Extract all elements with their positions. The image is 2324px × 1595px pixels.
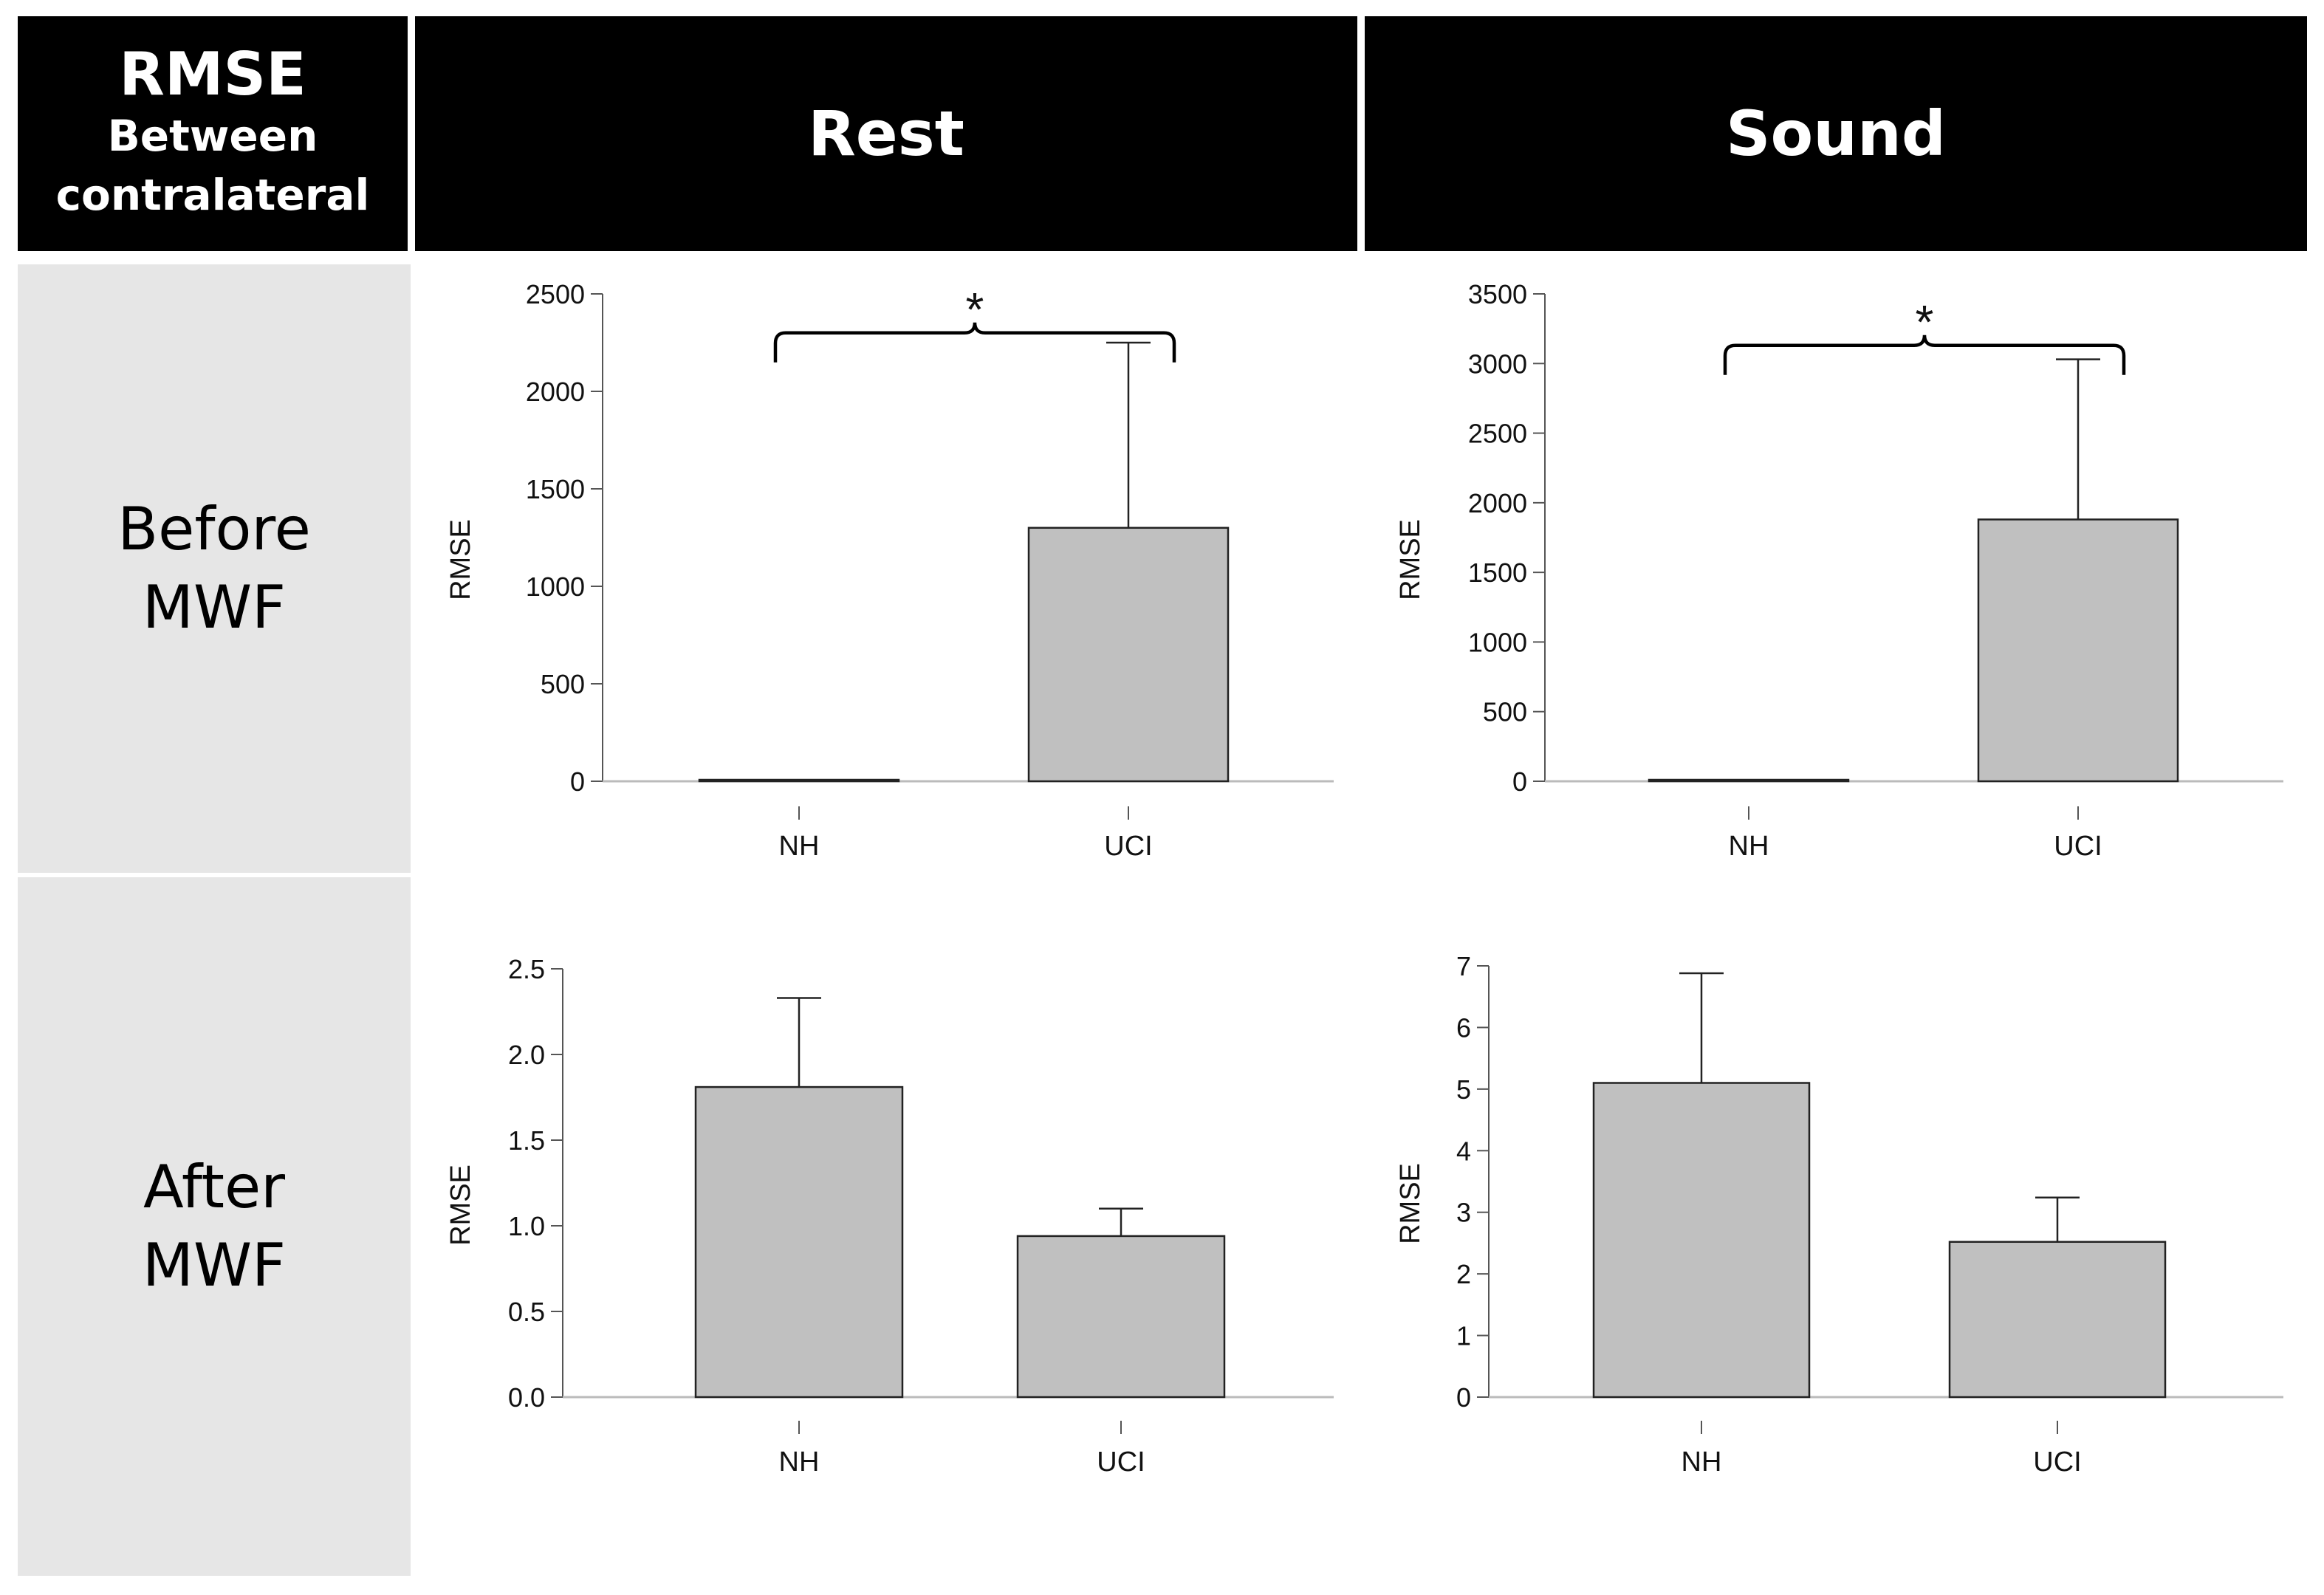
x-tick-label: NH [779, 1447, 820, 1478]
y-tick-label: 6 [1456, 1012, 1471, 1043]
y-tick-label: 0.0 [508, 1382, 545, 1413]
y-axis-label: RMSE [445, 1164, 476, 1246]
y-tick-label: 2 [1456, 1259, 1471, 1289]
y-tick-label: 0 [570, 766, 585, 797]
y-tick-label: 2.0 [508, 1040, 545, 1070]
y-tick-label: 1000 [1468, 627, 1527, 657]
x-tick-label: UCI [2054, 831, 2102, 862]
y-axis-label: RMSE [1395, 519, 1426, 600]
bar-uci [1977, 518, 2179, 783]
significance-star: * [1916, 295, 1934, 349]
y-tick-label: 3 [1456, 1198, 1471, 1228]
y-tick-label: 1500 [526, 474, 585, 504]
y-tick-label: 2000 [526, 377, 585, 407]
bar-uci [1027, 526, 1230, 783]
x-tick-label: UCI [1104, 831, 1152, 862]
column-header-sound-label: Sound [1726, 97, 1946, 170]
y-axis-label: RMSE [1395, 1163, 1426, 1244]
x-tick-label: UCI [2033, 1447, 2081, 1478]
y-tick-label: 0 [1512, 766, 1527, 797]
bar-uci [1948, 1241, 2167, 1399]
y-tick-label: 7 [1456, 951, 1471, 981]
y-tick-label: 2500 [1468, 419, 1527, 449]
y-tick-label: 5 [1456, 1074, 1471, 1105]
row-label-after: After MWF [18, 877, 411, 1576]
column-header-rest: Rest [415, 16, 1357, 251]
bar-nh [1592, 1082, 1811, 1399]
row-label-after-line2: MWF [142, 1231, 287, 1300]
bar-uci [1016, 1235, 1226, 1399]
y-tick-label: 3500 [1468, 279, 1527, 309]
row-label-before-line2: MWF [142, 573, 287, 642]
corner-subtitle-1: Between [107, 111, 318, 161]
y-tick-label: 4 [1456, 1136, 1471, 1166]
y-tick-label: 2500 [526, 279, 585, 309]
corner-title: RMSE [119, 40, 306, 109]
chart-after-sound: 0 1 2 3 4 5 6 7 RMSE NH UCI [1395, 951, 2283, 1478]
x-tick-label: NH [1682, 1447, 1722, 1478]
y-tick-label: 1.5 [508, 1125, 545, 1156]
y-tick-label: 500 [1483, 697, 1527, 727]
bar-nh [1648, 778, 1850, 783]
y-tick-label: 1500 [1468, 558, 1527, 588]
bar-nh [698, 778, 900, 783]
significance-star: * [966, 283, 984, 336]
x-tick-label: NH [1729, 831, 1769, 862]
corner-header: RMSE Between contralateral [18, 16, 408, 251]
y-tick-label: 3000 [1468, 349, 1527, 379]
chart-after-rest: 0.0 0.5 1.0 1.5 2.0 2.5 RMSE NH UCI [445, 954, 1334, 1478]
corner-subtitle-2: contralateral [55, 170, 370, 220]
y-tick-label: 1 [1456, 1321, 1471, 1351]
row-label-before-line1: Before [117, 495, 311, 563]
chart-before-rest: 0 500 1000 1500 2000 2500 RMSE NH UCI * [445, 279, 1334, 862]
y-tick-label: 1000 [526, 572, 585, 602]
row-label-after-line1: After [143, 1153, 286, 1221]
y-tick-label: 0.5 [508, 1297, 545, 1327]
bar-nh [694, 1085, 904, 1399]
y-tick-label: 0 [1456, 1382, 1471, 1413]
chart-before-sound: 0 500 1000 1500 2000 2500 3000 3500 RMSE NH UCI * [1395, 279, 2283, 862]
y-tick-label: 1.0 [508, 1211, 545, 1241]
column-header-rest-label: Rest [808, 97, 964, 170]
x-tick-label: NH [779, 831, 820, 862]
y-axis-label: RMSE [445, 519, 476, 600]
y-tick-label: 500 [541, 669, 585, 699]
y-tick-label: 2000 [1468, 488, 1527, 518]
y-tick-label: 2.5 [508, 954, 545, 984]
x-tick-label: UCI [1097, 1447, 1145, 1478]
row-label-before: Before MWF [18, 264, 411, 873]
column-header-sound: Sound [1365, 16, 2307, 251]
